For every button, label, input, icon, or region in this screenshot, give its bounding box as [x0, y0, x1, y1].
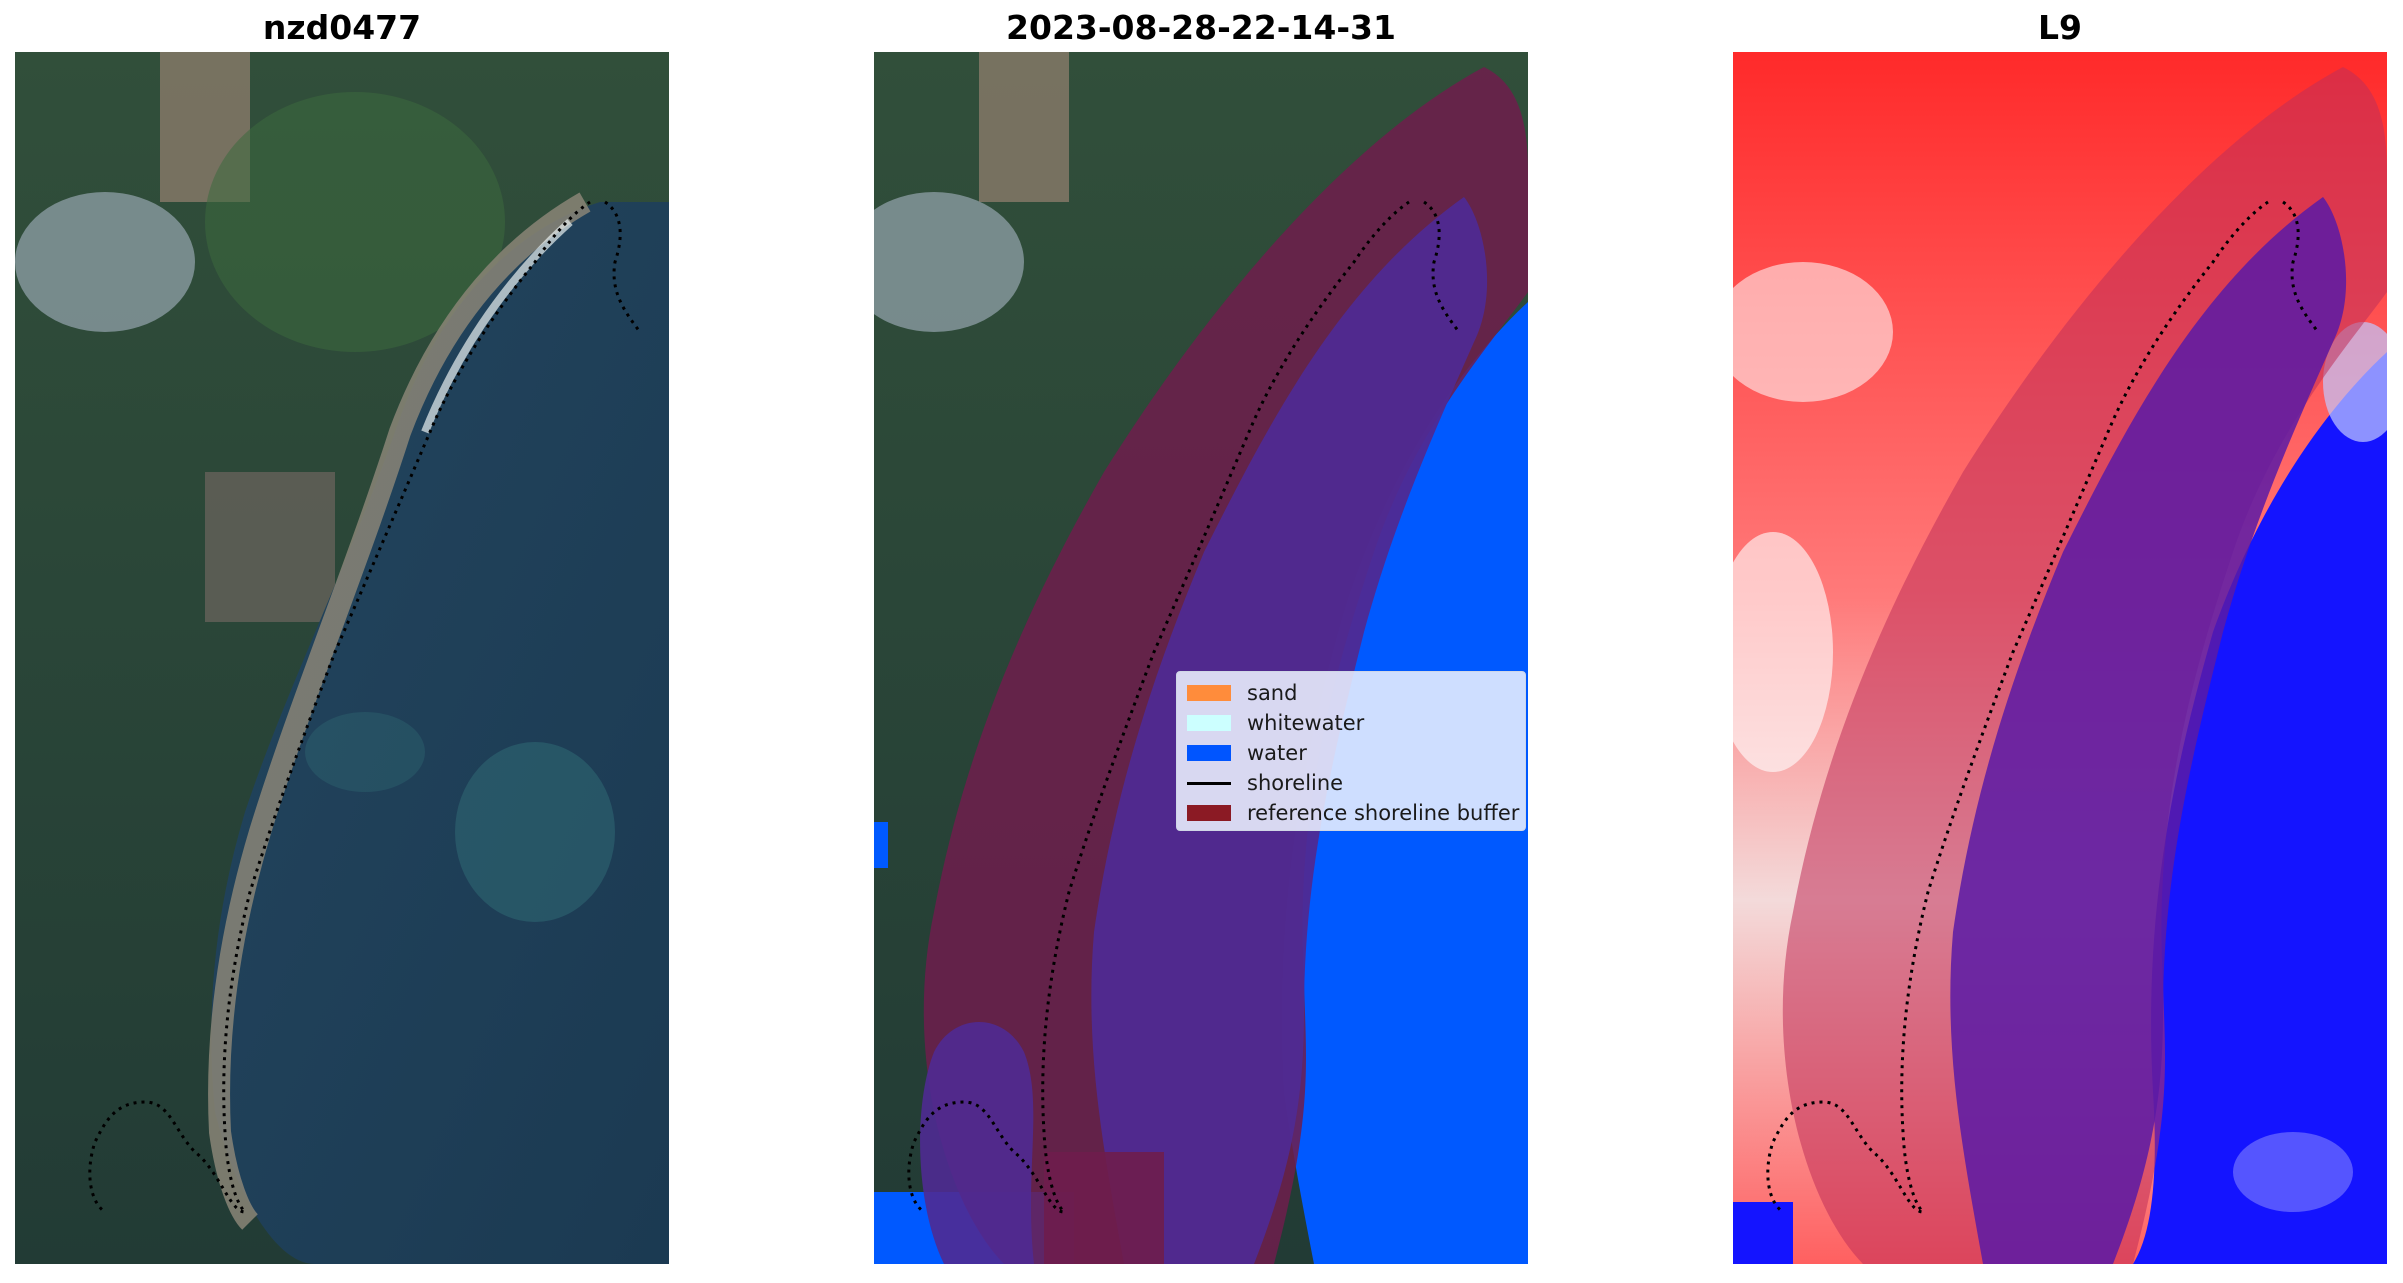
panel-title-rgb: nzd0477	[262, 8, 422, 47]
legend-label-water: water	[1247, 741, 1307, 765]
shallow-water	[455, 742, 615, 922]
classification-panel	[874, 52, 1528, 1264]
legend-swatch-sand	[1187, 685, 1231, 701]
legend-swatch-water	[1187, 745, 1231, 761]
beach-strip	[208, 192, 591, 1230]
field-patch	[979, 52, 1069, 202]
legend-label-buffer: reference shoreline buffer	[1247, 801, 1520, 825]
index-image	[1733, 52, 2387, 1264]
pale-water	[2233, 1132, 2353, 1212]
rgb-image	[15, 52, 669, 1264]
legend-swatch-whitewater	[1187, 715, 1231, 731]
panel-title-index: L9	[2038, 8, 2082, 47]
shallow-water	[305, 712, 425, 792]
white-patch	[1733, 532, 1833, 772]
buffer-land-lower	[920, 1022, 1034, 1264]
white-patch	[1733, 262, 1893, 402]
panel-title-classification: 2023-08-28-22-14-31	[1006, 8, 1396, 47]
surf	[421, 219, 573, 434]
cloud-patch	[874, 192, 1024, 332]
water-class	[874, 822, 888, 868]
legend-item-sand: sand	[1177, 678, 1525, 708]
shoreline-dotted	[1766, 200, 2320, 1214]
legend-item-buffer: reference shoreline buffer	[1177, 798, 1525, 828]
field-patch	[205, 472, 335, 622]
shoreline-dotted	[88, 200, 642, 1214]
cloud-patch	[15, 192, 195, 332]
water-index	[1733, 1202, 1793, 1264]
legend-label-sand: sand	[1247, 681, 1298, 705]
legend-swatch-buffer	[1187, 805, 1231, 821]
legend-line-shoreline	[1187, 782, 1231, 785]
legend-label-shoreline: shoreline	[1247, 771, 1344, 795]
water-index	[2133, 352, 2387, 1264]
classification-image	[874, 52, 1528, 1264]
buffer-water	[1950, 197, 2347, 1264]
legend-item-water: water	[1177, 738, 1525, 768]
shoreline-dotted	[907, 200, 1461, 1214]
index-panel	[1733, 52, 2387, 1264]
legend-item-whitewater: whitewater	[1177, 708, 1525, 738]
legend: sand whitewater water shoreline referenc…	[1176, 671, 1526, 831]
buffer-red-block	[1044, 1152, 1164, 1264]
green-field	[205, 92, 505, 352]
legend-label-whitewater: whitewater	[1247, 711, 1365, 735]
rgb-image-panel	[15, 52, 669, 1264]
legend-item-shoreline: shoreline	[1177, 768, 1525, 798]
ocean-area	[211, 202, 669, 1264]
